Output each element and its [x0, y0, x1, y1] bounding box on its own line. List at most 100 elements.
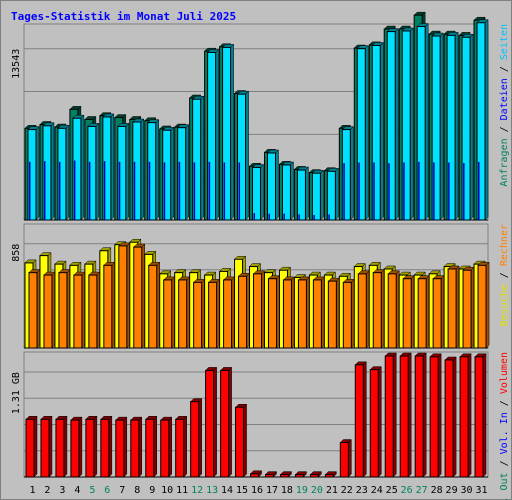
bar-seiten [148, 161, 151, 220]
day-label: 3 [59, 485, 65, 496]
bar-rechner [28, 269, 41, 349]
day-label: 8 [134, 485, 140, 496]
bar-volumen [175, 415, 188, 478]
bar-seiten [478, 161, 480, 220]
bar-rechner [43, 271, 56, 349]
bar-dateien [162, 126, 175, 221]
bar-seiten [178, 161, 181, 220]
bar-rechner [357, 270, 370, 349]
bar-seiten [208, 161, 211, 220]
bar-dateien [326, 167, 339, 221]
day-label: 5 [89, 485, 95, 496]
day-label: 24 [371, 485, 383, 496]
bar-volumen [85, 415, 98, 478]
bar-seiten [118, 161, 121, 220]
bar-seiten [283, 213, 285, 220]
bar-seiten [238, 162, 241, 220]
legend-entry: Seiten [499, 24, 510, 60]
bar-rechner [163, 276, 176, 349]
bar-dateien [87, 122, 100, 221]
bar-volumen [294, 470, 308, 478]
bar-dateien [207, 48, 220, 221]
bar-rechner [237, 272, 251, 349]
bar-volumen [219, 366, 233, 478]
bar-seiten [343, 163, 345, 220]
bar-dateien [192, 95, 205, 221]
bar-rechner [402, 275, 415, 349]
day-label: 11 [176, 485, 188, 496]
bar-dateien [476, 19, 489, 221]
bar-seiten [313, 214, 315, 220]
bar-dateien [147, 119, 160, 221]
bar-seiten [163, 162, 166, 220]
bar-volumen [145, 415, 158, 478]
bar-rechner [178, 276, 191, 349]
bar-dateien [446, 31, 459, 221]
bar-seiten [298, 214, 300, 220]
bar-volumen [399, 352, 412, 478]
bar-dateien [132, 118, 145, 221]
bar-volumen [384, 352, 397, 478]
bar-rechner [88, 271, 101, 349]
legend-entry: Vol. In [499, 412, 510, 454]
bar-dateien [296, 166, 310, 221]
bar-rechner [342, 278, 355, 349]
bar-seiten [29, 161, 31, 220]
bar-volumen [414, 352, 427, 478]
bar-dateien [386, 27, 399, 221]
day-label: 2 [44, 485, 50, 496]
bar-rechner [148, 261, 161, 349]
bar-rechner [372, 269, 385, 349]
bar-dateien [72, 114, 85, 221]
bar-rechner [417, 275, 430, 349]
bar-volumen [264, 470, 278, 478]
hits-panel: 13543 [11, 11, 489, 221]
bar-seiten [463, 163, 465, 220]
bar-seiten [358, 162, 360, 220]
day-label: 15 [236, 485, 248, 496]
bar-dateien [281, 161, 295, 221]
bar-volumen [444, 356, 457, 478]
day-label: 20 [311, 485, 323, 496]
bar-volumen [234, 403, 248, 478]
legend-label: Anfragen / Dateien / Seiten [499, 24, 510, 187]
bar-dateien [27, 125, 40, 221]
bar-seiten [328, 214, 330, 220]
day-axis: 1 2 3 4 5 6 7 8 9 10 11 12 13 14 15 16 17 18 19 20 21 22 23 24 2… [29, 485, 487, 496]
bar-dateien [356, 45, 369, 221]
bar-dateien [42, 122, 55, 221]
day-label: 6 [104, 485, 110, 496]
bar-rechner [327, 277, 340, 349]
day-label: 1 [29, 485, 35, 496]
bar-rechner [462, 266, 475, 349]
bar-volumen [309, 470, 322, 478]
bar-seiten [88, 161, 91, 220]
bar-volumen [70, 416, 83, 478]
bar-volumen [369, 366, 382, 478]
y-max-label: 13543 [11, 49, 22, 79]
bar-dateien [251, 163, 265, 221]
day-label: 14 [221, 485, 233, 496]
bar-dateien [221, 43, 235, 221]
day-label: 16 [251, 485, 263, 496]
bar-rechner [297, 276, 311, 349]
legend-label: Vol. Out / Vol. In / Volumen [499, 352, 510, 500]
legend-entry: Dateien [499, 78, 510, 120]
bar-volumen [354, 361, 367, 478]
bar-rechner [267, 275, 281, 349]
bar-dateien [341, 125, 354, 221]
bar-rechner [103, 261, 116, 349]
bar-dateien [266, 149, 280, 221]
bar-volumen [249, 470, 263, 478]
bar-volumen [339, 438, 352, 478]
bar-seiten [448, 162, 450, 220]
bar-seiten [433, 162, 435, 220]
bar-seiten [223, 162, 226, 220]
day-label: 30 [461, 485, 473, 496]
legend-entry: Anfragen [499, 138, 510, 186]
bar-dateien [401, 27, 414, 221]
bar-volumen [25, 415, 38, 478]
volume-panel: 1.31 GB [11, 351, 489, 478]
bar-seiten [73, 160, 76, 220]
